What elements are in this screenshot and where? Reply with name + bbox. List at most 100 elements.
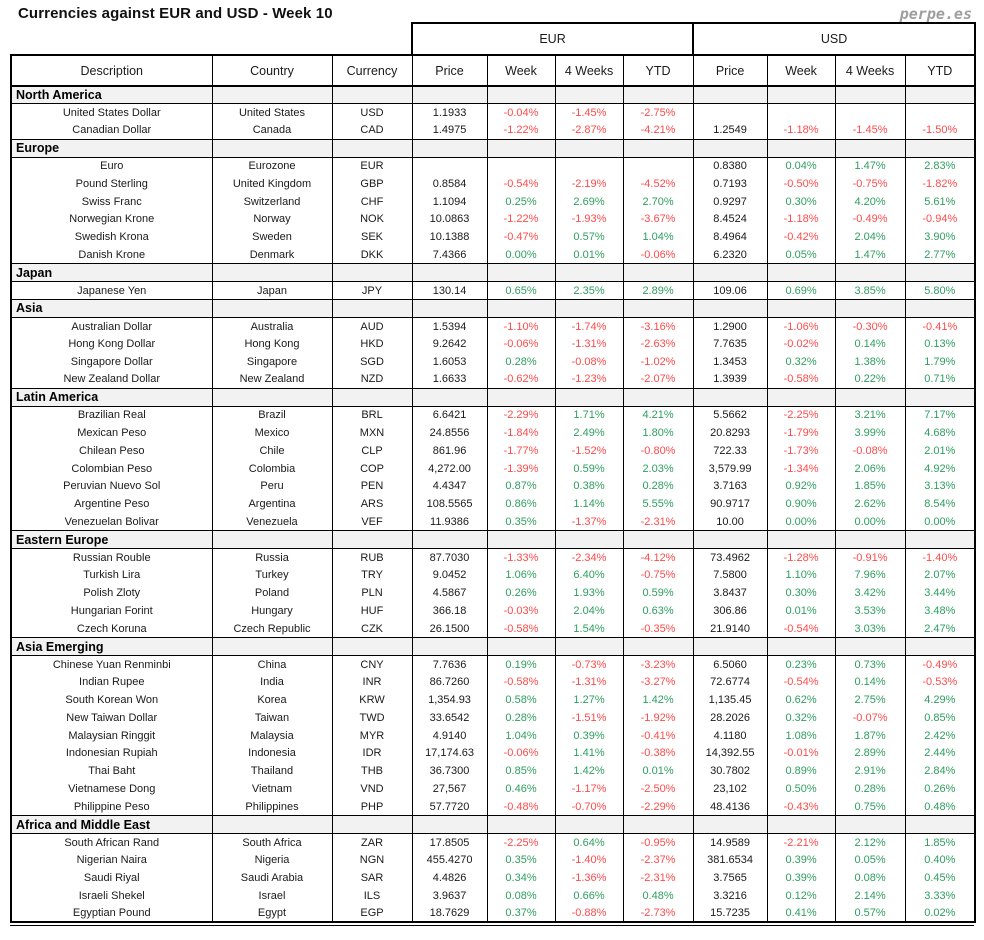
cell-country: Sweden (211, 228, 333, 247)
cell-eur-4weeks: 0.59% (554, 459, 624, 478)
cell-eur-price: 1.6633 (411, 370, 488, 389)
cell-usd-price: 3.7565 (692, 869, 768, 887)
cell-currency-code: SGD (331, 352, 413, 371)
section-empty-cell (692, 530, 768, 550)
section-empty-cell (486, 388, 556, 407)
cell-eur-week: -2.29% (486, 406, 556, 425)
cell-eur-4weeks: -1.17% (554, 780, 624, 798)
cell-usd-week: 0.50% (766, 780, 836, 798)
cell-description: Pound Sterling (10, 174, 213, 193)
cell-description: Singapore Dollar (10, 352, 213, 371)
cell-eur-price: 861.96 (411, 441, 488, 460)
cell-eur-ytd: 0.01% (622, 762, 694, 781)
cell-eur-price: 18.7629 (411, 904, 488, 924)
cell-description: Australian Dollar (10, 317, 213, 336)
perpe-logo[interactable]: perpe.es (899, 5, 972, 23)
cell-eur-price: 4.4347 (411, 477, 488, 496)
cell-usd-4weeks: 0.28% (834, 780, 906, 798)
cell-usd-week (766, 103, 836, 122)
cell-eur-4weeks: 0.66% (554, 886, 624, 905)
currency-row: Turkish Lira Turkey TRY 9.0452 1.06% 6.40% -0.… (10, 566, 977, 585)
cell-eur-week: 1.04% (486, 726, 556, 745)
cell-eur-ytd: -2.37% (622, 851, 694, 870)
cell-description: Vietnamese Dong (10, 780, 213, 798)
cell-eur-price: 1.1094 (411, 192, 488, 211)
cell-usd-ytd: 0.85% (904, 708, 977, 727)
cell-usd-price: 10.00 (692, 513, 768, 531)
cell-eur-4weeks: -0.08% (554, 352, 624, 371)
cell-eur-price: 17.8505 (411, 833, 488, 852)
cell-eur-ytd: -3.27% (622, 673, 694, 692)
cell-currency-code: RUB (331, 548, 413, 567)
cell-usd-ytd: 3.13% (904, 477, 977, 496)
cell-country: Czech Republic (211, 619, 333, 638)
section-empty-cell (331, 637, 413, 656)
cell-country: United States (211, 103, 333, 122)
cell-eur-ytd: 1.80% (622, 424, 694, 442)
cell-eur-price: 0.8584 (411, 174, 488, 193)
cell-eur-ytd: -4.21% (622, 121, 694, 140)
currency-row: Canadian Dollar Canada CAD 1.4975 -1.22% -2.8… (10, 121, 977, 140)
cell-usd-4weeks: 3.53% (834, 602, 906, 620)
currency-row: Malaysian Ringgit Malaysia MYR 4.9140 1.04% 0… (10, 726, 977, 745)
cell-usd-week: -0.50% (766, 174, 836, 193)
cell-usd-ytd: 0.71% (904, 370, 977, 389)
section-empty-cell (834, 815, 906, 834)
cell-country: Saudi Arabia (211, 869, 333, 887)
cell-description: Peruvian Nuevo Sol (10, 477, 213, 496)
cell-eur-4weeks: -1.52% (554, 441, 624, 460)
cell-eur-ytd: -1.92% (622, 708, 694, 727)
cell-eur-price: 17,174.63 (411, 744, 488, 763)
cell-description: Polish Zloty (10, 584, 213, 603)
cell-eur-4weeks: 2.04% (554, 602, 624, 620)
cell-country: China (211, 655, 333, 674)
cell-eur-ytd: -0.38% (622, 744, 694, 763)
cell-eur-price: 11.9386 (411, 513, 488, 531)
cell-eur-week: -1.84% (486, 424, 556, 442)
section-empty-cell (904, 530, 977, 550)
cell-eur-ytd: 0.63% (622, 602, 694, 620)
section-empty-cell (904, 388, 977, 407)
group-header-row: EUR USD (11, 22, 977, 56)
cell-currency-code: HUF (331, 602, 413, 620)
section-empty-cell (834, 138, 906, 158)
cell-eur-4weeks: -1.93% (554, 210, 624, 229)
section-empty-cell (411, 138, 488, 158)
cell-eur-ytd: 0.28% (622, 477, 694, 496)
cell-country: Peru (211, 477, 333, 496)
cell-usd-4weeks: 1.87% (834, 726, 906, 745)
cell-usd-ytd: 1.85% (904, 833, 977, 852)
cell-eur-week: -0.48% (486, 797, 556, 816)
cell-country: Canada (211, 121, 333, 140)
cell-usd-ytd: 5.80% (904, 281, 977, 300)
section-empty-cell (211, 299, 333, 318)
cell-usd-week: -1.73% (766, 441, 836, 460)
cell-description: Swedish Krona (10, 228, 213, 247)
section-title: Asia (10, 299, 213, 318)
currency-row: Indian Rupee India INR 86.7260 -0.58% -1.31% -… (10, 673, 977, 692)
section-empty-cell (554, 85, 624, 105)
cell-eur-4weeks: -0.88% (554, 904, 624, 924)
section-empty-cell (211, 263, 333, 283)
section-row: North America (10, 85, 977, 105)
cell-eur-week: 0.87% (486, 477, 556, 496)
cell-eur-4weeks: 1.41% (554, 744, 624, 763)
cell-eur-ytd: -2.07% (622, 370, 694, 389)
cell-description: Danish Krone (10, 246, 213, 264)
cell-description: Japanese Yen (10, 281, 213, 300)
cell-usd-price: 8.4964 (692, 228, 768, 247)
cell-eur-ytd: -0.35% (622, 619, 694, 638)
section-empty-cell (554, 530, 624, 550)
cell-eur-week: -0.06% (486, 335, 556, 353)
currency-row: Vietnamese Dong Vietnam VND 27,567 0.46% -1.1… (10, 780, 977, 798)
section-empty-cell (766, 138, 836, 158)
cell-usd-price: 0.9297 (692, 192, 768, 211)
cell-usd-price: 20.8293 (692, 424, 768, 442)
cell-eur-4weeks: 0.01% (554, 246, 624, 264)
cell-eur-price: 1.5394 (411, 317, 488, 336)
cell-country: Israel (211, 886, 333, 905)
cell-eur-price: 130.14 (411, 281, 488, 300)
section-empty-cell (331, 299, 413, 318)
cell-eur-4weeks: -2.19% (554, 174, 624, 193)
section-empty-cell (211, 530, 333, 550)
